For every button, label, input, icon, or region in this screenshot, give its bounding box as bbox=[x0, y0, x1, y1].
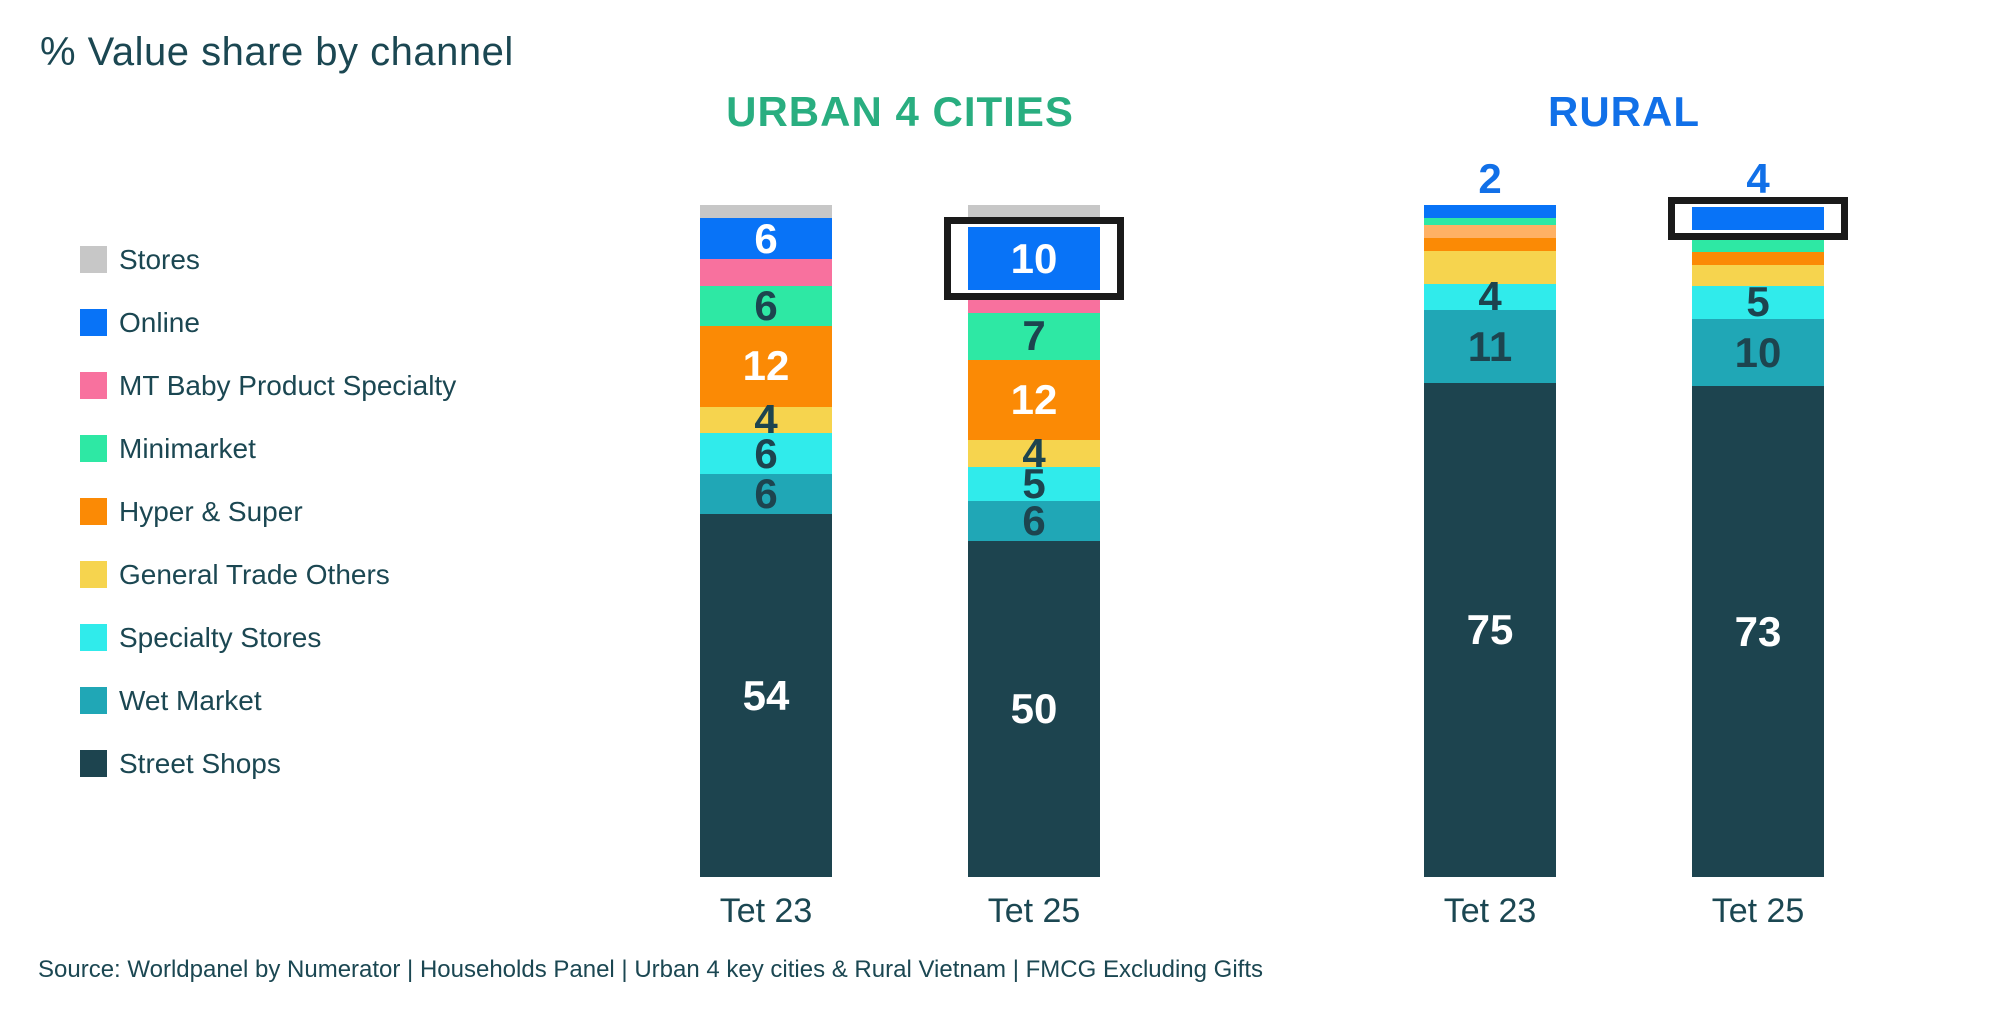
segment-value-label: 5 bbox=[1022, 459, 1046, 507]
segment-minimarket: 7 bbox=[968, 312, 1100, 360]
segment-minimarket bbox=[1424, 218, 1556, 225]
segment-specialty-stores: 5 bbox=[1692, 281, 1824, 323]
legend-label: MT Baby Product Specialty bbox=[119, 369, 457, 401]
legend-label: Street Shops bbox=[119, 747, 281, 779]
segment-value-label: 75 bbox=[1466, 605, 1514, 653]
segment-general-trade-others bbox=[1692, 265, 1824, 286]
above-bar-value-label: 4 bbox=[1746, 155, 1770, 202]
legend-swatch-general-trade-others bbox=[80, 561, 107, 588]
above-bar-value-label: 2 bbox=[1478, 155, 1502, 202]
segment-street-shops: 75 bbox=[1424, 382, 1556, 877]
highlight-box-online bbox=[1668, 197, 1848, 240]
segment-hyper-super bbox=[1424, 237, 1556, 252]
segment-specialty-stores: 5 bbox=[968, 462, 1100, 504]
segment-value-label: 10 bbox=[1010, 234, 1058, 282]
segment-value-label: 73 bbox=[1734, 607, 1782, 655]
legend-item-general-trade-others: General Trade Others bbox=[80, 558, 456, 590]
segment-general-trade-others: 4 bbox=[968, 432, 1100, 474]
segment-value-label: 7 bbox=[1022, 312, 1046, 360]
segment-specialty-stores: 6 bbox=[700, 429, 832, 477]
segment-value-label: 5 bbox=[1746, 278, 1770, 326]
segment-wet-market: 11 bbox=[1424, 310, 1556, 383]
legend-item-mt-baby-product-specialty: MT Baby Product Specialty bbox=[80, 369, 457, 401]
segment-online bbox=[1692, 205, 1824, 232]
segment-hyper-super bbox=[1692, 252, 1824, 266]
segment-stores bbox=[700, 205, 832, 219]
stacked-bar-urban-4-cities-tet-23: 6 6 12 4 6 6 54 bbox=[700, 205, 832, 877]
legend-swatch-wet-market bbox=[80, 687, 107, 714]
legend-label: Stores bbox=[119, 243, 200, 275]
segment-value-label: 12 bbox=[742, 342, 790, 390]
legend-swatch-minimarket bbox=[80, 435, 107, 462]
segment-hyper-super: 12 bbox=[968, 359, 1100, 441]
segment-value-label: 11 bbox=[1467, 322, 1513, 370]
segment-general-trade-others: 4 bbox=[700, 399, 832, 441]
segment-value-label: 4 bbox=[1022, 429, 1046, 477]
segment-value-label: 6 bbox=[1022, 496, 1046, 544]
segment-value-label: 6 bbox=[754, 469, 778, 517]
legend-label: Hyper & Super bbox=[119, 495, 303, 527]
stacked-bar-urban-4-cities-tet-25: 10 7 12 4 5 6 50 bbox=[968, 205, 1100, 877]
source-note: Source: Worldpanel by Numerator | Househ… bbox=[38, 956, 1264, 983]
segment-street-shops: 54 bbox=[700, 514, 832, 877]
legend-swatch-street-shops bbox=[80, 750, 107, 777]
segment-general-trade-others bbox=[1424, 251, 1556, 285]
segment-minimarket bbox=[1692, 238, 1824, 253]
segment-online: 6 bbox=[700, 214, 832, 262]
legend-item-online: Online bbox=[80, 306, 456, 338]
segment-value-label: 6 bbox=[754, 429, 778, 477]
legend-item-wet-market: Wet Market bbox=[80, 684, 456, 716]
segment-light-orange-not-in-legend bbox=[1424, 224, 1556, 238]
segment-mt-baby-product-specialty bbox=[700, 258, 832, 286]
legend-item-minimarket: Minimarket bbox=[80, 432, 456, 464]
legend-swatch-mt-baby-product-specialty bbox=[80, 372, 107, 399]
segment-street-shops: 73 bbox=[1692, 386, 1824, 877]
segment-online: 10 bbox=[968, 225, 1100, 293]
legend-label: Online bbox=[119, 306, 200, 338]
legend-label: Specialty Stores bbox=[119, 621, 322, 653]
group-header-urban-4-cities: URBAN 4 CITIES bbox=[726, 88, 1074, 135]
segment-value-label: 4 bbox=[754, 396, 778, 444]
segment-wet-market: 6 bbox=[700, 469, 832, 517]
segment-specialty-stores: 4 bbox=[1424, 276, 1556, 318]
legend-item-stores: Stores bbox=[80, 243, 456, 275]
axis-tick-tet-25: Tet 25 bbox=[987, 892, 1081, 930]
segment-wet-market: 6 bbox=[968, 496, 1100, 544]
group-header-rural: RURAL bbox=[1548, 88, 1700, 135]
stacked-bar-rural-tet-23: 4 11 75 bbox=[1424, 205, 1556, 877]
legend-label: Wet Market bbox=[119, 684, 262, 716]
highlight-box-online bbox=[944, 217, 1124, 301]
legend: Stores Online MT Baby Product Specialty Min… bbox=[80, 243, 457, 813]
segment-street-shops: 50 bbox=[968, 541, 1100, 877]
legend-item-street-shops: Street Shops bbox=[80, 747, 456, 779]
legend-item-specialty-stores: Specialty Stores bbox=[80, 621, 456, 653]
legend-swatch-online bbox=[80, 309, 107, 336]
axis-tick-tet-25: Tet 25 bbox=[1711, 892, 1805, 930]
segment-hyper-super: 12 bbox=[700, 325, 832, 407]
chart-title: % Value share by channel bbox=[40, 30, 514, 74]
legend-label: General Trade Others bbox=[119, 558, 390, 590]
legend-swatch-stores bbox=[80, 246, 107, 273]
segment-value-label: 6 bbox=[754, 281, 778, 329]
segment-value-label: 6 bbox=[754, 214, 778, 262]
legend-swatch-hyper-super bbox=[80, 498, 107, 525]
stacked-bar-rural-tet-25: 5 10 73 bbox=[1692, 205, 1824, 877]
axis-tick-tet-23: Tet 23 bbox=[1443, 892, 1537, 930]
segment-value-label: 10 bbox=[1734, 328, 1782, 376]
legend-item-hyper-super: Hyper & Super bbox=[80, 495, 456, 527]
segment-value-label: 12 bbox=[1010, 375, 1058, 423]
legend-swatch-specialty-stores bbox=[80, 624, 107, 651]
segment-wet-market: 10 bbox=[1692, 319, 1824, 387]
segment-value-label: 4 bbox=[1478, 273, 1502, 321]
segment-online bbox=[1424, 205, 1556, 219]
segment-value-label: 50 bbox=[1010, 685, 1058, 732]
segment-minimarket: 6 bbox=[700, 281, 832, 329]
axis-tick-tet-23: Tet 23 bbox=[719, 892, 813, 930]
segment-value-label: 54 bbox=[742, 671, 790, 719]
legend-label: Minimarket bbox=[119, 432, 256, 464]
